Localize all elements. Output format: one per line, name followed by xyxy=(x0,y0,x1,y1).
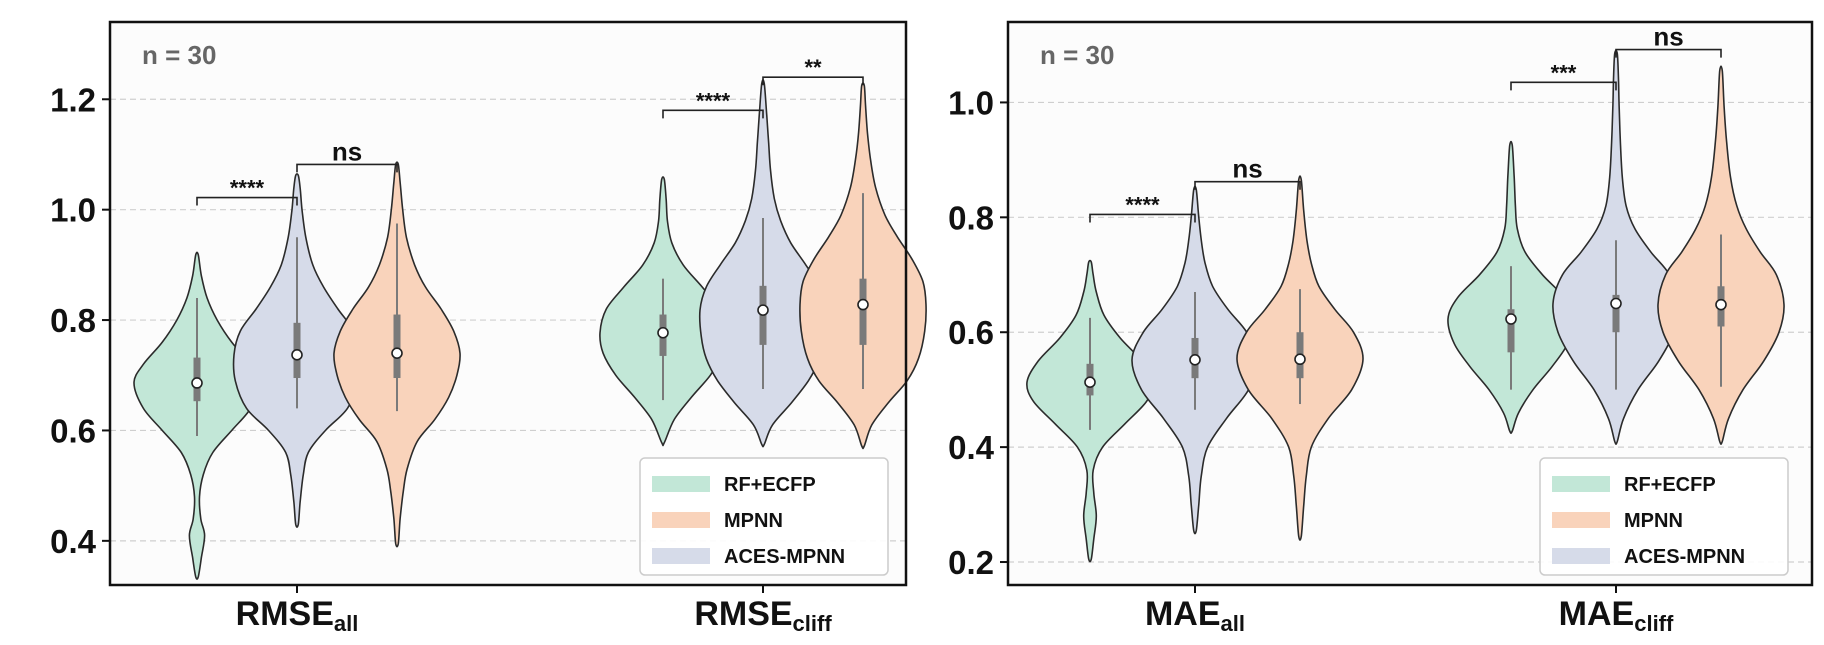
significance-label: **** xyxy=(1125,192,1160,217)
x-label-main: MAE xyxy=(1559,595,1635,633)
x-label-main: RMSE xyxy=(236,595,334,633)
significance-bracket: ns xyxy=(296,136,398,173)
axes-frame xyxy=(1006,20,1814,587)
x-label-subscript: cliff xyxy=(793,611,833,636)
violin-rf-ecfp-cliff xyxy=(1447,140,1575,435)
y-tick-label: 1.2 xyxy=(50,81,96,118)
legend: RF+ECFP MPNN ACES-MPNN xyxy=(1539,457,1789,576)
legend-swatch-aces-mpnn xyxy=(652,548,710,564)
y-tick-label: 0.2 xyxy=(948,544,994,581)
median-point xyxy=(1610,297,1622,310)
significance-label: **** xyxy=(696,88,731,113)
median-point xyxy=(1505,313,1517,325)
violin-rf-ecfp-all xyxy=(1026,259,1154,563)
iqr-box xyxy=(1612,294,1620,333)
y-tick-label: 0.6 xyxy=(50,412,96,449)
y-tick-label: 0.8 xyxy=(948,199,994,236)
median-point xyxy=(291,349,303,361)
violin-aces-mpnn-all xyxy=(1131,185,1259,535)
y-tick-label: 1.0 xyxy=(50,192,96,229)
legend-swatch-mpnn xyxy=(1552,512,1610,528)
x-label-subscript: all xyxy=(1221,611,1245,636)
x-label-subscript: all xyxy=(334,611,358,636)
legend-label: ACES-MPNN xyxy=(1624,546,1745,568)
median-point xyxy=(1294,353,1306,366)
legend-label: MPNN xyxy=(724,510,783,532)
significance-bracket: **** xyxy=(1089,192,1196,223)
median-point xyxy=(1715,298,1727,311)
x-axis-category-label: MAEall xyxy=(1145,595,1245,636)
legend-label: MPNN xyxy=(1624,510,1683,532)
y-tick-label: 0.4 xyxy=(50,523,97,560)
y-tick-label: 1.0 xyxy=(948,84,994,121)
y-tick-label: 0.4 xyxy=(948,429,995,466)
violin-aces-mpnn-cliff xyxy=(698,79,828,448)
significance-bracket: **** xyxy=(662,88,764,119)
legend: RF+ECFP MPNN ACES-MPNN xyxy=(639,457,889,576)
violin-rf-ecfp-all xyxy=(133,251,261,580)
significance-label: **** xyxy=(230,176,265,201)
legend-swatch-rf-ecfp xyxy=(652,476,710,492)
y-tick-label: 0.8 xyxy=(50,302,96,339)
median-point xyxy=(1084,376,1096,389)
x-label-main: MAE xyxy=(1145,595,1221,633)
significance-label: ns xyxy=(332,136,362,166)
axes-frame xyxy=(108,20,908,587)
x-label-main: RMSE xyxy=(694,595,792,633)
iqr-box xyxy=(1507,309,1515,353)
bracket-line xyxy=(1510,81,1617,91)
legend-label: RF+ECFP xyxy=(724,474,816,496)
bracket-line xyxy=(1615,48,1722,58)
legend-swatch-aces-mpnn xyxy=(1552,548,1610,564)
significance-label: ns xyxy=(1232,154,1262,184)
median-point xyxy=(857,298,869,311)
x-axis-category-label: RMSEall xyxy=(236,595,359,636)
significance-label: ** xyxy=(804,55,822,80)
iqr-box xyxy=(393,314,401,379)
significance-bracket: ns xyxy=(1615,22,1722,58)
legend-label: ACES-MPNN xyxy=(724,546,845,568)
bracket-line xyxy=(296,163,398,173)
x-axis-category-label: MAEcliff xyxy=(1559,595,1674,636)
median-point xyxy=(391,347,403,359)
x-label-subscript: cliff xyxy=(1634,611,1674,636)
median-point xyxy=(191,377,203,389)
significance-bracket: ** xyxy=(762,55,864,86)
median-point xyxy=(657,326,669,339)
sample-size-annotation: n = 30 xyxy=(142,40,216,70)
y-tick-label: 0.6 xyxy=(948,314,994,351)
legend-swatch-rf-ecfp xyxy=(1552,476,1610,492)
median-point xyxy=(757,304,769,316)
legend-swatch-mpnn xyxy=(652,512,710,528)
x-axis-category-label: RMSEcliff xyxy=(694,595,832,636)
significance-bracket: **** xyxy=(196,176,298,206)
iqr-box xyxy=(859,278,867,345)
bracket-line xyxy=(762,76,864,86)
violin-mpnn-cliff xyxy=(799,82,927,450)
median-point xyxy=(1189,353,1201,366)
sample-size-annotation: n = 30 xyxy=(1040,40,1114,70)
rmse-panel: 0.40.60.81.01.2****ns******n = 30RMSEall… xyxy=(50,20,927,636)
legend-label: RF+ECFP xyxy=(1624,474,1716,496)
significance-label: ns xyxy=(1653,22,1683,52)
violin-mpnn-all xyxy=(1236,175,1364,541)
bracket-line xyxy=(1089,213,1196,223)
bracket-line xyxy=(662,109,764,119)
significance-bracket: *** xyxy=(1510,60,1617,91)
violin-mpnn-cliff xyxy=(1657,65,1785,446)
significance-bracket: ns xyxy=(1194,154,1301,190)
bracket-line xyxy=(1194,180,1301,190)
significance-label: *** xyxy=(1551,60,1577,85)
bracket-line xyxy=(196,196,298,206)
